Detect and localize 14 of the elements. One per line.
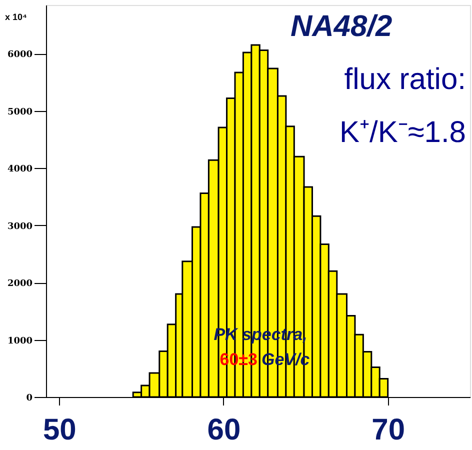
x-tick-label: 60 xyxy=(207,414,241,446)
y-tick-label: 1000 xyxy=(7,336,32,346)
annotation: K⁺/K⁻≈1.8 xyxy=(339,116,466,149)
x-tick-label: 70 xyxy=(372,414,406,446)
y-tick-label: 0 xyxy=(26,394,32,404)
y-tick-label: 4000 xyxy=(7,164,32,175)
text: x 10⁴ xyxy=(5,12,27,22)
y-tick-label: 2000 xyxy=(7,279,32,290)
x-tick-label: 50 xyxy=(42,414,76,446)
y-tick-label: 6000 xyxy=(7,50,32,60)
annotation: flux ratio: xyxy=(344,63,466,96)
annotation: NA48/2 xyxy=(290,10,392,43)
y-tick-label: 3000 xyxy=(7,222,32,232)
y-tick-label: 5000 xyxy=(7,107,32,118)
